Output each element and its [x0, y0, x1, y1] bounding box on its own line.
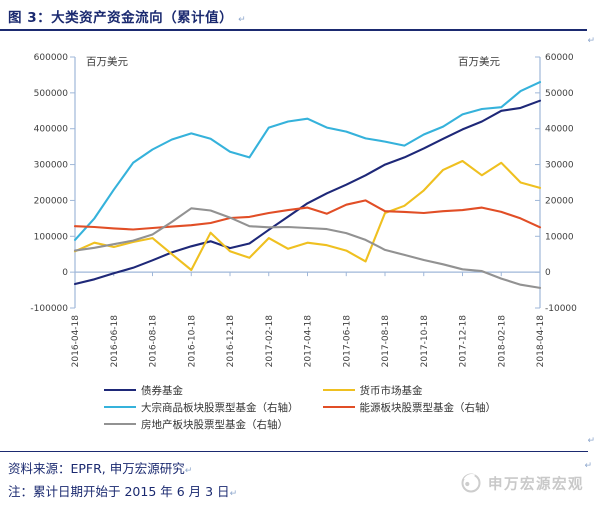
- brand-text: 申万宏源宏观: [488, 476, 584, 493]
- note-text: 注：累计日期开始于 2015 年 6 月 3 日: [8, 484, 230, 499]
- left-axis-tick-label: 600000: [34, 53, 69, 63]
- legend-swatch: [104, 388, 136, 392]
- return-mark-icon: ↵: [184, 466, 193, 476]
- legend-label: 大宗商品板块股票型基金（右轴）: [141, 401, 299, 414]
- title-rule: [0, 29, 587, 31]
- source-text: 资料来源：EPFR, 申万宏源研究: [8, 461, 185, 476]
- legend-item: 能源板块股票型基金（右轴）: [322, 400, 497, 414]
- note-line: 注：累计日期开始于 2015 年 6 月 3 日↵: [8, 481, 237, 500]
- legend-swatch: [104, 422, 136, 426]
- figure-title-text: 图 3：大类资产资金流向（累计值）: [8, 10, 234, 26]
- x-axis-date-label: 2017-06-18: [342, 315, 352, 368]
- legend-item: 大宗商品板块股票型基金（右轴）: [104, 400, 299, 414]
- x-axis-date-label: 2018-04-18: [536, 315, 546, 368]
- return-mark-icon: ↵: [587, 36, 595, 46]
- return-mark-icon: ↵: [229, 489, 238, 499]
- right-axis-tick-label: 40000: [545, 125, 574, 135]
- legend-swatch: [104, 405, 136, 409]
- left-axis-tick-label: -100000: [30, 304, 68, 314]
- legend-label: 能源板块股票型基金（右轴）: [359, 401, 497, 414]
- legend-label: 债券基金: [141, 384, 183, 397]
- footer-rule: [0, 451, 588, 452]
- fund-flow-line-chart: 6000005000004000003000002000001000000-10…: [30, 53, 577, 368]
- right-axis-unit-label: 百万美元: [458, 55, 500, 68]
- left-axis-tick-label: 500000: [34, 89, 69, 99]
- return-mark-icon: ↵: [584, 461, 592, 471]
- series-line: [73, 199, 542, 231]
- legend-label: 房地产板块股票型基金（右轴）: [141, 418, 288, 431]
- left-axis-tick-label: 400000: [34, 125, 69, 135]
- source-line: 资料来源：EPFR, 申万宏源研究↵: [8, 458, 192, 477]
- right-axis-tick-label: 50000: [545, 89, 574, 99]
- right-axis-tick-label: 0: [545, 268, 551, 278]
- return-mark-icon: ↵: [587, 436, 595, 446]
- x-axis-date-label: 2017-08-18: [381, 315, 391, 368]
- x-axis-date-label: 2016-08-18: [149, 315, 159, 368]
- right-axis-tick-label: 20000: [545, 196, 574, 206]
- series-line: [73, 99, 542, 286]
- chart-legend: 债券基金 货币市场基金大宗商品板块股票型基金（右轴） 能源板块股票型基金（右轴） 房地…: [0, 383, 600, 431]
- x-axis-date-label: 2016-04-18: [71, 315, 81, 368]
- series-line: [73, 81, 542, 241]
- left-axis-tick-label: 0: [62, 268, 68, 278]
- legend-item: 房地产板块股票型基金（右轴）: [104, 417, 299, 431]
- legend-label: 货币市场基金: [359, 384, 423, 397]
- right-axis-tick-label: 30000: [545, 161, 574, 171]
- legend-item: 债券基金: [104, 383, 299, 397]
- right-axis-tick-label: 10000: [545, 232, 574, 242]
- series-line: [73, 207, 542, 289]
- brand-globe-icon: [461, 473, 481, 493]
- x-axis-date-label: 2016-06-18: [110, 315, 120, 368]
- return-mark-icon: ↵: [238, 15, 247, 25]
- right-axis-tick-label: -10000: [545, 304, 577, 314]
- right-axis-tick-label: 60000: [545, 53, 574, 63]
- series-line: [73, 159, 542, 272]
- legend-item: 货币市场基金: [322, 383, 497, 397]
- left-axis-tick-label: 300000: [34, 161, 69, 171]
- x-axis-date-label: 2017-10-18: [420, 315, 430, 368]
- x-axis-date-label: 2016-10-18: [187, 315, 197, 368]
- x-axis-date-label: 2017-04-18: [304, 315, 314, 368]
- brand-logo: 申万宏源宏观: [460, 472, 584, 494]
- x-axis-date-label: 2018-02-18: [497, 315, 507, 368]
- left-axis-unit-label: 百万美元: [86, 55, 128, 68]
- legend-grid: 债券基金 货币市场基金大宗商品板块股票型基金（右轴） 能源板块股票型基金（右轴） 房地…: [104, 383, 496, 431]
- figure-title: 图 3：大类资产资金流向（累计值） ↵: [8, 6, 246, 26]
- x-axis-date-label: 2016-12-18: [226, 315, 236, 368]
- x-axis-date-label: 2017-12-18: [459, 315, 469, 368]
- x-axis-date-label: 2017-02-18: [265, 315, 275, 368]
- left-axis-tick-label: 100000: [34, 232, 69, 242]
- legend-swatch: [322, 405, 355, 409]
- legend-swatch: [322, 388, 355, 392]
- left-axis-tick-label: 200000: [34, 196, 69, 206]
